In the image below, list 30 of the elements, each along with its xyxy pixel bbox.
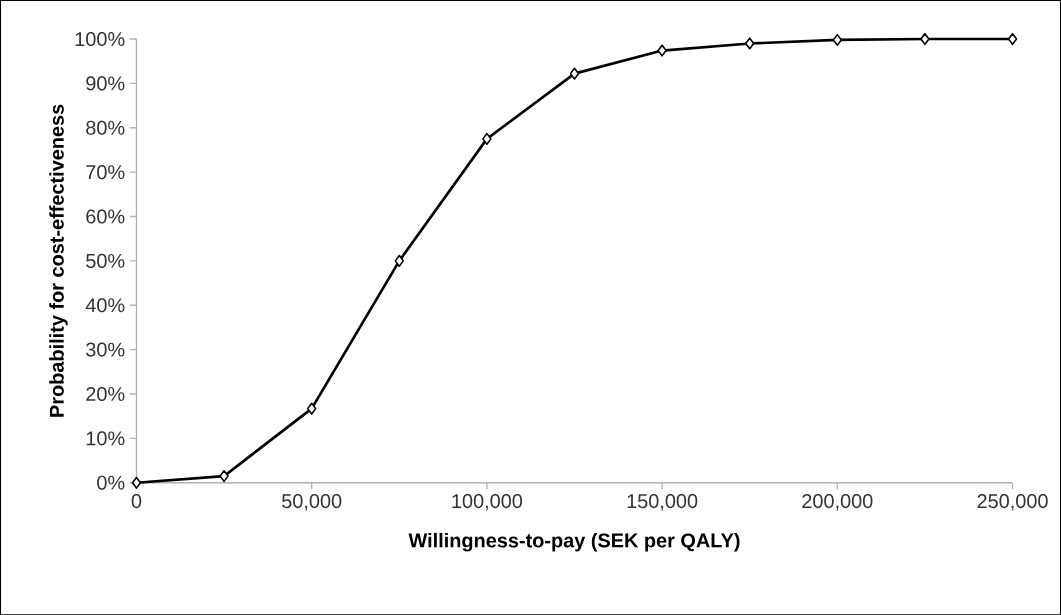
y-tick-label: 30% [86,342,125,357]
y-tick-label: 80% [86,120,125,135]
point [657,44,667,57]
y-axis-title: Probability for cost-effectiveness [49,104,68,417]
x-tick-label: 100,000 [452,493,523,511]
x-tick-label: 0 [131,493,142,508]
x-axis-title: Willingness-to-pay (SEK per QALY) [408,532,740,552]
y-tick-label: 70% [86,164,125,179]
x-tick-label: 50,000 [282,493,342,511]
point [482,132,492,145]
x-tick-label: 200,000 [802,493,873,511]
y-tick-label: 50% [86,253,125,268]
y-tick-label: 60% [86,209,125,224]
y-tick-label: 20% [86,386,125,401]
y-tick-label: 10% [86,431,125,446]
point [920,32,930,45]
point [1007,32,1018,45]
point [744,37,755,50]
y-tick-label: 40% [85,298,125,313]
point [394,254,405,267]
point [569,67,580,80]
x-tick-label: 250,000 [977,493,1048,511]
point [219,469,229,482]
y-tick-label: 90% [86,76,125,91]
point [832,33,843,46]
x-tick-label: 150,000 [627,493,698,511]
point [131,476,142,489]
y-tick-label: 0% [97,475,125,490]
y-tick-label: 100% [75,31,125,46]
point [306,402,317,415]
